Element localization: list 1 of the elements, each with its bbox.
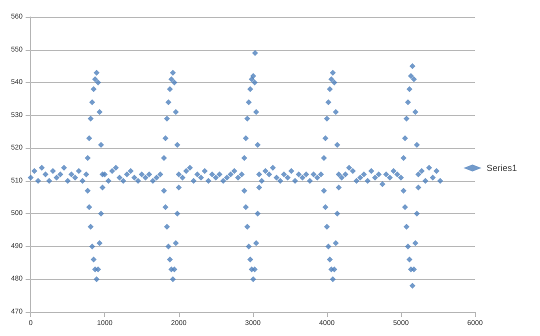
legend-label: Series1 — [486, 163, 517, 173]
